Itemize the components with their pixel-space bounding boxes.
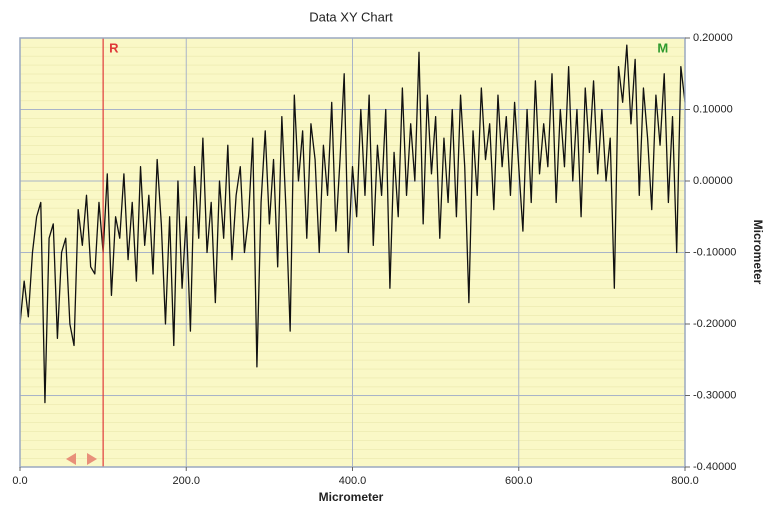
scroll-right-arrow[interactable] [87,453,97,465]
y-tick-label: -0.30000 [693,389,736,401]
x-tick-label: 200.0 [172,475,200,487]
x-axis-label: Micrometer [319,490,384,504]
x-tick-label: 800.0 [671,475,699,487]
cursor-label: R [109,40,119,55]
x-tick-label: 0.0 [12,475,27,487]
y-tick-label: -0.40000 [693,461,736,473]
scroll-left-arrow[interactable] [66,453,76,465]
y-tick-label: -0.10000 [693,246,736,258]
y-tick-label: 0.10000 [693,103,733,115]
y-tick-label: 0.20000 [693,32,733,44]
y-tick-label: 0.00000 [693,175,733,187]
cursor-label: M [657,40,668,55]
chart-title: Data XY Chart [309,9,393,24]
y-tick-label: -0.20000 [693,318,736,330]
x-tick-label: 600.0 [505,475,533,487]
y-axis-label: Micrometer [751,220,765,285]
x-tick-label: 400.0 [339,475,367,487]
data-line [19,44,686,404]
